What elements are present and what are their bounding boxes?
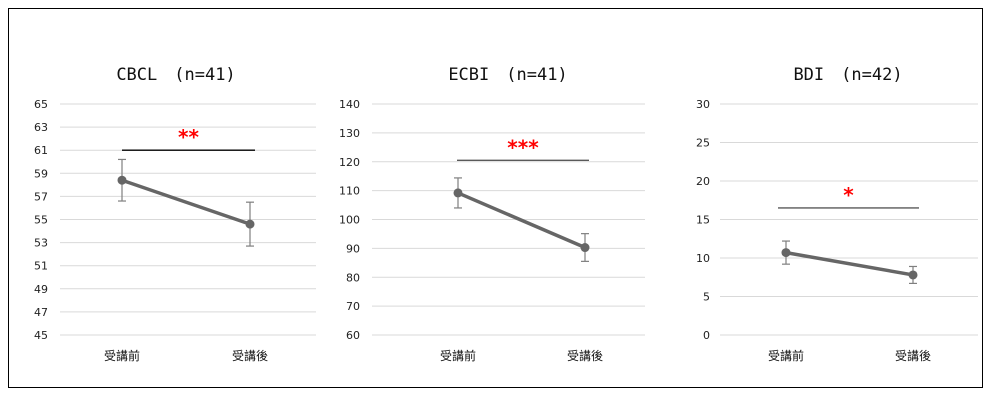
y-tick-label: 30: [696, 98, 710, 111]
y-tick-label: 63: [34, 121, 48, 134]
significance-label: ***: [507, 135, 539, 159]
data-point: [117, 175, 127, 185]
series-line: [456, 191, 587, 250]
y-tick-label: 53: [34, 237, 48, 250]
y-tick-label: 140: [339, 98, 360, 111]
y-tick-label: 61: [34, 144, 48, 157]
data-point: [908, 270, 918, 280]
y-tick-label: 0: [703, 329, 710, 342]
chart-title: ECBI (n=41): [448, 65, 567, 85]
y-tick-label: 20: [696, 175, 710, 188]
y-tick-label: 51: [34, 260, 48, 273]
series-line: [120, 178, 252, 226]
y-tick-label: 47: [34, 306, 48, 319]
y-tick-label: 120: [339, 156, 360, 169]
chart-title: BDI (n=42): [793, 65, 902, 85]
x-category-label: 受講前: [440, 348, 476, 363]
y-tick-label: 25: [696, 137, 710, 150]
y-tick-label: 90: [346, 242, 360, 255]
x-category-label: 受講後: [232, 348, 268, 363]
data-point: [245, 219, 255, 229]
y-tick-label: 80: [346, 271, 360, 284]
data-point: [580, 243, 590, 253]
y-tick-label: 70: [346, 300, 360, 313]
y-tick-label: 15: [696, 214, 710, 227]
y-tick-label: 100: [339, 214, 360, 227]
y-tick-label: 59: [34, 167, 48, 180]
chart-title: CBCL (n=41): [116, 65, 235, 85]
significance-label: **: [178, 125, 199, 149]
x-category-label: 受講後: [567, 348, 603, 363]
y-tick-label: 130: [339, 127, 360, 140]
y-tick-label: 65: [34, 98, 48, 111]
y-tick-label: 5: [703, 291, 710, 304]
data-point: [453, 188, 463, 198]
y-tick-label: 57: [34, 190, 48, 203]
x-category-label: 受講前: [104, 348, 140, 363]
y-tick-label: 45: [34, 329, 48, 342]
data-point: [781, 248, 791, 258]
y-tick-label: 60: [346, 329, 360, 342]
y-tick-label: 10: [696, 252, 710, 265]
series-line: [784, 250, 915, 277]
y-tick-label: 110: [339, 185, 360, 198]
significance-label: *: [843, 183, 854, 207]
y-tick-label: 49: [34, 283, 48, 296]
x-category-label: 受講前: [768, 348, 804, 363]
y-tick-label: 55: [34, 214, 48, 227]
x-category-label: 受講後: [895, 348, 931, 363]
